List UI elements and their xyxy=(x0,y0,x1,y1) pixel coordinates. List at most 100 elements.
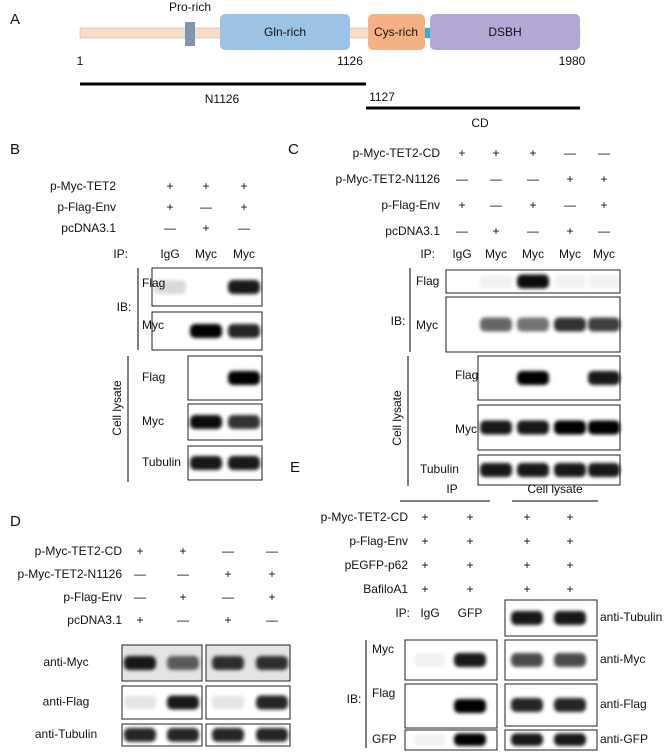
treatment-sign: + xyxy=(421,558,428,572)
treatment-sign: + xyxy=(421,534,428,548)
group-header: Cell lysate xyxy=(527,482,583,496)
position-label: 1127 xyxy=(369,90,395,104)
treatment-label: p-Flag-Env xyxy=(381,198,440,212)
treatment-label: pcDNA3.1 xyxy=(385,224,440,238)
domain-label: DSBH xyxy=(488,25,521,39)
ip-label: IP: xyxy=(113,247,128,261)
blot-label: anti-GFP xyxy=(600,732,648,746)
treatment-sign: — xyxy=(564,146,576,160)
band xyxy=(256,656,288,670)
lane-label: IgG xyxy=(420,606,439,620)
treatment-sign: + xyxy=(600,198,607,212)
band xyxy=(212,695,244,710)
band xyxy=(414,653,446,667)
blot-label: Flag xyxy=(142,276,165,290)
treatment-sign: + xyxy=(136,544,143,558)
band xyxy=(256,695,288,710)
treatment-sign: + xyxy=(566,582,573,596)
band xyxy=(554,653,586,667)
band xyxy=(554,274,586,289)
blot-label: anti-Tubulin xyxy=(35,727,97,741)
treatment-sign: — xyxy=(527,224,539,238)
treatment-sign: + xyxy=(268,567,275,581)
position-label: 1980 xyxy=(559,54,586,68)
lysate-label: Cell lysate xyxy=(390,390,404,446)
band xyxy=(228,415,260,429)
band xyxy=(588,371,620,385)
treatment-label: pcDNA3.1 xyxy=(67,613,122,627)
blot-label: Flag xyxy=(455,368,478,382)
treatment-label: p-Myc-TET2-CD xyxy=(321,510,409,524)
domain-label: Pro-rich xyxy=(169,0,211,14)
treatment-sign: — xyxy=(134,567,146,581)
treatment-sign: — xyxy=(177,613,189,627)
blot-label: Tubulin xyxy=(142,455,181,469)
treatment-sign: + xyxy=(466,558,473,572)
blot-label: anti-Flag xyxy=(43,695,90,709)
blot-label: anti-Flag xyxy=(600,697,647,711)
position-label: 1 xyxy=(77,54,84,68)
treatment-label: pEGFP-p62 xyxy=(345,558,409,572)
lane-label: GFP xyxy=(458,606,483,620)
blot-label: anti-Myc xyxy=(600,652,645,666)
band xyxy=(517,317,549,332)
lysate-label: Cell lysate xyxy=(110,380,124,436)
treatment-sign: — xyxy=(177,567,189,581)
panel-label: E xyxy=(290,459,300,476)
band xyxy=(517,274,549,289)
treatment-sign: + xyxy=(179,590,186,604)
treatment-sign: + xyxy=(202,179,209,193)
pro-rich-domain xyxy=(185,22,195,46)
treatment-sign: — xyxy=(490,172,502,186)
band xyxy=(480,317,512,332)
band xyxy=(511,653,543,667)
band xyxy=(212,728,244,742)
band xyxy=(517,371,549,385)
treatment-sign: + xyxy=(566,558,573,572)
treatment-sign: + xyxy=(224,613,231,627)
blot-label: Myc xyxy=(455,422,477,436)
linker xyxy=(425,28,430,38)
band xyxy=(588,317,620,332)
treatment-label: p-Myc-TET2-N1126 xyxy=(336,172,441,186)
band xyxy=(554,611,586,625)
treatment-label: p-Flag-Env xyxy=(349,534,408,548)
domain-label: Cys-rich xyxy=(374,25,418,39)
band xyxy=(554,733,586,746)
band xyxy=(480,274,512,289)
group-header: IP xyxy=(446,482,457,496)
treatment-sign: — xyxy=(200,200,212,214)
band xyxy=(228,456,260,470)
lane-label: IgG xyxy=(452,247,471,261)
treatment-sign: + xyxy=(268,590,275,604)
band xyxy=(414,733,446,746)
lane-label: Myc xyxy=(593,247,615,261)
dsbh-domain xyxy=(430,14,580,50)
treatment-sign: — xyxy=(164,221,176,235)
band xyxy=(554,463,586,477)
band xyxy=(454,699,486,713)
band xyxy=(167,695,199,710)
ip-label: IP: xyxy=(395,606,410,620)
treatment-sign: + xyxy=(523,534,530,548)
blot-label: GFP xyxy=(372,732,397,746)
blot-label: anti-Tubulin xyxy=(600,610,662,624)
panel-label: A xyxy=(10,11,20,28)
treatment-sign: — xyxy=(222,544,234,558)
band xyxy=(190,324,222,338)
treatment-label: p-Myc-TET2-CD xyxy=(35,544,123,558)
band xyxy=(228,371,260,385)
band xyxy=(190,415,222,429)
treatment-label: p-Myc-TET2-N1126 xyxy=(18,567,123,581)
treatment-label: p-Myc-TET2 xyxy=(50,179,116,193)
treatment-sign: + xyxy=(458,198,465,212)
treatment-sign: — xyxy=(222,590,234,604)
treatment-sign: — xyxy=(598,146,610,160)
treatment-sign: — xyxy=(134,590,146,604)
treatment-sign: — xyxy=(527,172,539,186)
band xyxy=(588,420,620,435)
band xyxy=(228,280,260,294)
treatment-sign: — xyxy=(564,198,576,212)
treatment-sign: + xyxy=(421,510,428,524)
